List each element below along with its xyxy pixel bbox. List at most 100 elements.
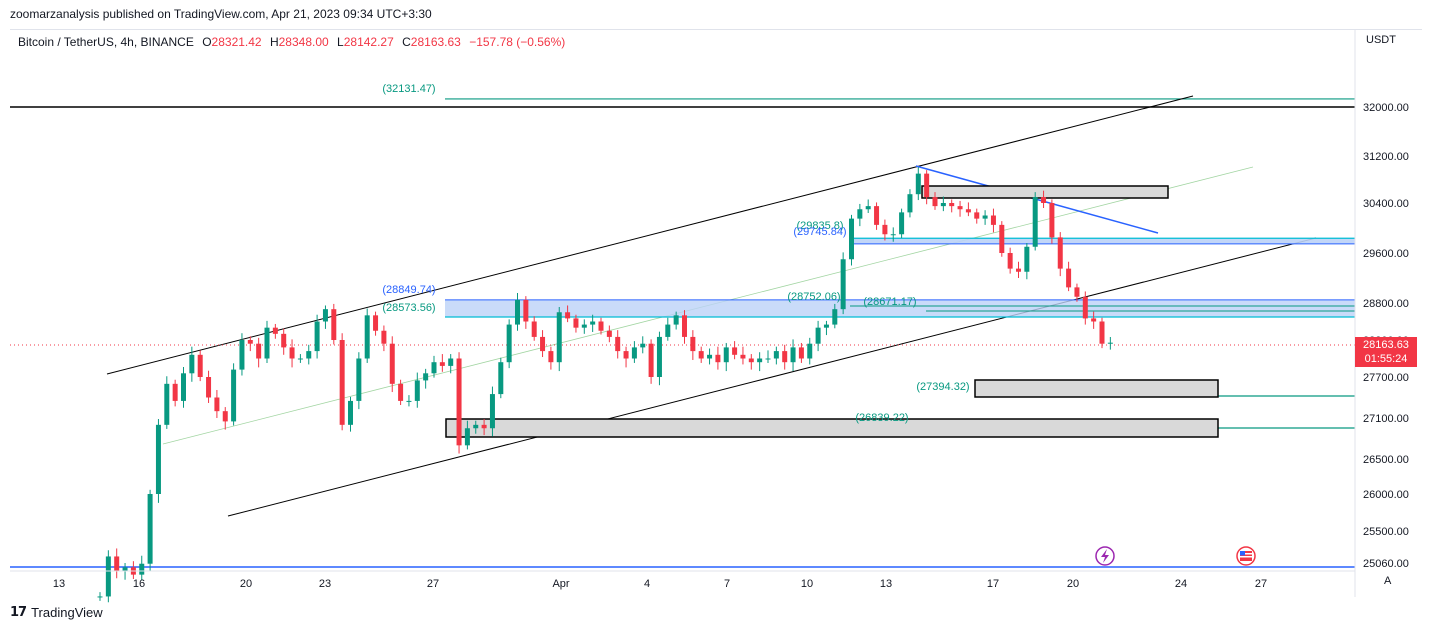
candle-body (181, 373, 186, 401)
candle-body (114, 556, 120, 571)
currency-label[interactable]: USDT (1366, 34, 1396, 46)
candle-body (673, 315, 679, 325)
x-tick-label: 10 (801, 578, 813, 590)
candle-body (322, 309, 328, 322)
symbol-label[interactable]: Bitcoin / TetherUS, 4h, BINANCE (18, 35, 194, 49)
candle-body (1082, 296, 1088, 319)
candle-body (790, 347, 796, 363)
x-tick-label: 24 (1175, 578, 1187, 590)
x-tick-label: 27 (1255, 578, 1267, 590)
candle-body (965, 209, 971, 213)
candle-body (798, 347, 804, 359)
candle-body (707, 354, 713, 359)
x-tick-label: Apr (552, 578, 569, 590)
candle-body (389, 343, 395, 384)
chart-icons (1095, 546, 1256, 566)
candle-body (498, 362, 504, 395)
box-27394 (974, 379, 1219, 398)
candle-body (439, 362, 445, 366)
auto-scale-button[interactable]: A (1384, 575, 1392, 587)
candle-body (239, 340, 245, 370)
x-tick-label: 27 (427, 578, 439, 590)
candles (97, 167, 1113, 603)
x-tick-label: 23 (319, 578, 331, 590)
candle-body (890, 234, 896, 236)
y-tick-label: 31200.00 (1363, 151, 1409, 163)
tradingview-logo[interactable]: 17 TradingView (10, 605, 103, 620)
y-tick-label: 27700.00 (1363, 372, 1409, 384)
candle-body (206, 377, 212, 398)
candle-body (540, 336, 546, 352)
candle-body (957, 206, 963, 210)
candle-body (414, 380, 420, 401)
candle-body (1049, 203, 1055, 238)
candle-body (289, 347, 295, 359)
high-key: H (269, 35, 279, 49)
x-tick-label: 4 (644, 578, 650, 590)
candle-body (1091, 318, 1097, 322)
candle-body (373, 315, 379, 331)
y-tick-label: 27100.00 (1363, 413, 1409, 425)
candle-body (974, 212, 980, 219)
candle-body (523, 299, 529, 322)
candle-body (656, 336, 662, 377)
candle-body (648, 343, 654, 377)
candle-body (147, 494, 153, 564)
channel-upper-line (106, 95, 1194, 375)
y-tick-label: 26500.00 (1363, 454, 1409, 466)
candle-body (548, 351, 554, 363)
candle-body (1016, 268, 1021, 272)
level-label: (29745.84) (793, 226, 846, 238)
candle-body (364, 315, 370, 359)
low-value: 28142.27 (343, 35, 394, 49)
last-price-tag: 28163.63 01:55:24 (1355, 337, 1417, 367)
candle-body (823, 324, 829, 328)
candle-body (732, 347, 738, 355)
candle-body (1032, 197, 1038, 247)
candle-body (748, 358, 754, 363)
candle-body (990, 215, 996, 225)
candle-body (356, 358, 362, 401)
candle-body (272, 327, 278, 334)
candle-body (164, 383, 170, 425)
y-tick-label: 32000.00 (1363, 102, 1409, 114)
x-tick-label: 13 (53, 578, 65, 590)
level-labels: (32131.47)(28849.74)(28573.56)(29835.8)(… (382, 83, 969, 424)
y-tick-label: 28800.00 (1363, 298, 1409, 310)
candle-body (615, 336, 621, 352)
candle-body (1041, 197, 1047, 203)
candle-body (723, 347, 729, 363)
candle-body (256, 343, 262, 359)
candle-body (598, 321, 604, 331)
level-label: (28752.06) (787, 291, 840, 303)
last-price-value: 28163.63 (1363, 339, 1409, 351)
candle-body (314, 321, 320, 352)
candle-body (172, 383, 178, 401)
candle-body (924, 173, 930, 198)
candle-body (565, 312, 571, 319)
lightning-icon (1095, 546, 1115, 566)
level-label: (28573.56) (382, 302, 435, 314)
candle-body (590, 321, 596, 325)
box-26839 (445, 418, 1219, 438)
candle-body (231, 369, 237, 422)
close-value: 28163.63 (410, 35, 461, 49)
supply-box-30500 (921, 185, 1169, 199)
level-label: (27394.32) (916, 381, 969, 393)
candle-body (865, 206, 871, 210)
candle-body (882, 224, 888, 235)
candle-body (456, 358, 462, 446)
candle-body (1074, 287, 1080, 297)
candle-body (999, 224, 1005, 253)
x-tick-label: 20 (1067, 578, 1079, 590)
level-label: (32131.47) (382, 83, 435, 95)
candle-body (214, 397, 220, 412)
change-value: −157.78 (−0.56%) (469, 35, 566, 49)
level-label: (26839.22) (855, 412, 908, 424)
candle-body (1066, 268, 1072, 288)
candle-body (1099, 321, 1105, 344)
level-label: (29835.8) (796, 220, 843, 232)
candle-body (197, 354, 203, 377)
x-tick-label: 20 (240, 578, 252, 590)
